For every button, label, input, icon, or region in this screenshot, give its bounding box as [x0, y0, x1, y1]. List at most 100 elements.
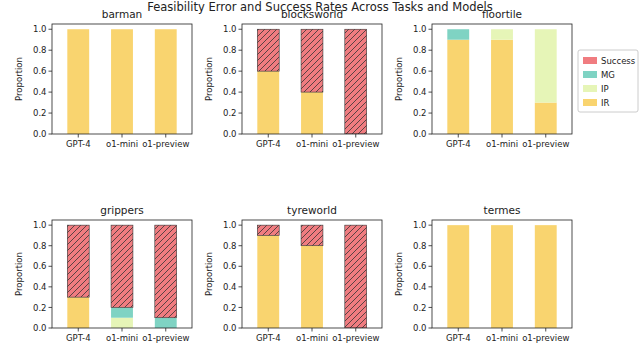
y-tick-label: 0.0 [33, 129, 47, 139]
y-tick [49, 266, 53, 267]
bars [257, 225, 366, 328]
x-tick-label: GPT-4 [446, 139, 471, 149]
plot-frame [52, 220, 192, 328]
x-tick [545, 134, 546, 138]
y-tick-label: 1.0 [413, 24, 427, 34]
bars [257, 29, 366, 134]
plot-frame [242, 220, 382, 328]
y-tick [429, 266, 433, 267]
bar-segment [491, 225, 513, 226]
y-tick [429, 50, 433, 51]
bar-segment [535, 225, 557, 226]
x-tick-label: o1-mini [106, 333, 138, 343]
y-axis-label: Proportion [14, 252, 24, 296]
bar-segment [535, 103, 557, 134]
y-tick-label: 0.6 [413, 66, 427, 76]
bar-segment [447, 225, 469, 328]
subplot: termes0.00.20.40.60.81.0GPT-4o1-minio1-p… [394, 204, 572, 343]
y-tick-label: 0.4 [413, 87, 427, 97]
figure: Feasibility Error and Success Rates Acro… [0, 0, 640, 353]
y-tick-label: 1.0 [223, 220, 237, 230]
y-tick-label: 0.4 [223, 87, 237, 97]
subplot-title: tyreworld [287, 204, 337, 216]
y-tick-label: 0.2 [33, 303, 47, 313]
y-tick [239, 266, 243, 267]
x-tick [122, 134, 123, 138]
y-tick [429, 92, 433, 93]
x-tick [458, 328, 459, 332]
x-tick-label: o1-preview [332, 139, 379, 149]
bar-segment [491, 29, 513, 30]
y-tick [429, 328, 433, 329]
subplot-title: grippers [100, 204, 143, 216]
x-tick [502, 134, 503, 138]
bar-segment [111, 318, 133, 328]
y-tick-label: 1.0 [413, 220, 427, 230]
x-tick [355, 328, 356, 332]
bars [67, 29, 176, 134]
plot-frame [52, 24, 192, 134]
legend-label: Success [601, 56, 636, 66]
y-tick-label: 0.0 [413, 323, 427, 333]
x-tick-label: GPT-4 [256, 139, 281, 149]
plot-frame [432, 24, 572, 134]
subplot: blocksworld0.00.20.40.60.81.0GPT-4o1-min… [204, 8, 382, 149]
bar-segment [155, 318, 177, 328]
bar-segment [447, 225, 469, 226]
y-tick [429, 225, 433, 226]
y-tick [429, 245, 433, 246]
bar-segment [491, 29, 513, 39]
x-tick-label: o1-preview [522, 333, 569, 343]
x-tick [545, 328, 546, 332]
legend-swatch [583, 57, 597, 64]
plot-frame [242, 24, 382, 134]
y-tick [49, 134, 53, 135]
x-tick-label: o1-mini [486, 333, 518, 343]
legend: SuccessMGIPIR [578, 50, 638, 112]
y-axis-label: Proportion [394, 252, 404, 296]
plot-frame [432, 220, 572, 328]
bar-segment [301, 29, 323, 92]
y-tick-label: 0.6 [223, 261, 237, 271]
y-tick-label: 0.0 [413, 129, 427, 139]
y-axis-label: Proportion [204, 57, 214, 101]
x-tick [268, 134, 269, 138]
y-tick-label: 0.0 [223, 129, 237, 139]
y-tick-label: 0.8 [413, 241, 427, 251]
y-tick [239, 134, 243, 135]
y-tick-label: 0.2 [413, 303, 427, 313]
y-tick-label: 0.2 [223, 108, 237, 118]
bar-segment [111, 29, 133, 30]
x-tick-label: o1-preview [332, 333, 379, 343]
y-tick-label: 0.4 [33, 282, 47, 292]
bar-segment [535, 225, 557, 226]
bar-segment [155, 29, 177, 30]
legend-label: IR [601, 98, 610, 108]
y-tick-label: 0.0 [223, 323, 237, 333]
y-tick-label: 0.2 [33, 108, 47, 118]
bar-segment [491, 225, 513, 226]
y-tick [49, 71, 53, 72]
bar-segment [301, 92, 323, 134]
bar-segment [111, 29, 133, 30]
subplot: tyreworld0.00.20.40.60.81.0GPT-4o1-minio… [204, 204, 382, 343]
x-tick [355, 134, 356, 138]
y-tick [239, 92, 243, 93]
bar-segment [491, 40, 513, 134]
y-tick [239, 307, 243, 308]
x-tick [458, 134, 459, 138]
bar-segment [447, 29, 469, 39]
y-tick-label: 0.8 [33, 45, 47, 55]
bar-segment [491, 225, 513, 328]
y-tick [239, 225, 243, 226]
x-tick [78, 328, 79, 332]
y-tick [429, 286, 433, 287]
y-tick [239, 328, 243, 329]
x-tick-label: o1-mini [106, 139, 138, 149]
x-tick [122, 328, 123, 332]
legend-swatch [583, 71, 597, 78]
bar-segment [491, 29, 513, 30]
y-tick-label: 0.6 [413, 261, 427, 271]
bar-segment [155, 29, 177, 134]
y-tick-label: 1.0 [33, 24, 47, 34]
